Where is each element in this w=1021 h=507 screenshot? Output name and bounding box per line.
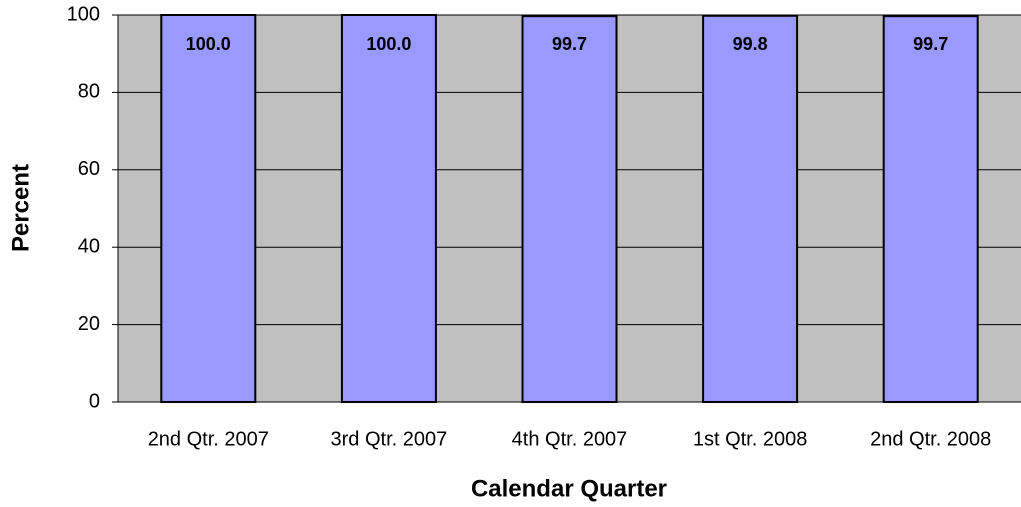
data-label: 99.7 (913, 34, 948, 54)
bar (702, 14, 799, 404)
bar (521, 15, 618, 403)
x-axis-title: Calendar Quarter (471, 475, 667, 502)
x-tick-label: 3rd Qtr. 2007 (331, 428, 448, 450)
x-tick-label: 4th Qtr. 2007 (512, 428, 628, 450)
y-tick-label: 40 (78, 235, 100, 257)
x-tick-label: 2nd Qtr. 2007 (148, 428, 269, 450)
y-tick-label: 0 (89, 390, 100, 412)
y-tick-label: 100 (67, 3, 100, 25)
data-label: 100.0 (186, 34, 231, 54)
data-label: 99.7 (552, 34, 587, 54)
bar (882, 15, 979, 403)
y-tick-label: 60 (78, 158, 100, 180)
data-label: 99.8 (733, 34, 768, 54)
y-tick-label: 80 (78, 81, 100, 103)
y-axis-title: Percent (7, 164, 34, 252)
y-tick-label: 20 (78, 313, 100, 335)
bar (340, 14, 437, 403)
x-tick-label: 2nd Qtr. 2008 (870, 428, 991, 450)
bar (160, 14, 257, 403)
x-tick-label: 1st Qtr. 2008 (693, 428, 808, 450)
data-label: 100.0 (366, 34, 411, 54)
